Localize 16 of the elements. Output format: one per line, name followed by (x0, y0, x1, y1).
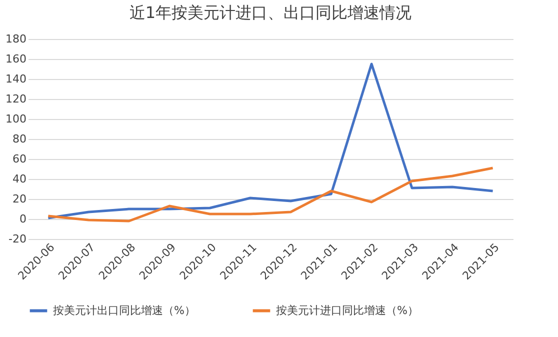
line-series (46, 166, 494, 222)
line-series (46, 62, 494, 220)
y-tick-label: 100 (6, 112, 26, 126)
y-tick-label: 60 (12, 152, 26, 166)
y-tick-label: 40 (12, 172, 26, 186)
legend-label: 按美元计出口同比增速（%） (53, 304, 196, 317)
y-tick-label: -20 (8, 232, 26, 246)
y-tick-label: 80 (12, 132, 26, 146)
y-tick-label: 140 (6, 72, 26, 86)
y-tick-label: 180 (6, 32, 26, 46)
y-tick-label: 0 (20, 212, 26, 226)
y-tick-label: 160 (6, 52, 26, 66)
legend-label: 按美元计进口同比增速（%） (276, 304, 418, 317)
chart-title: 近1年按美元计进口、出口同比增速情况 (129, 3, 412, 22)
y-tick-label: 20 (12, 192, 26, 206)
y-tick-label: 120 (6, 92, 26, 106)
